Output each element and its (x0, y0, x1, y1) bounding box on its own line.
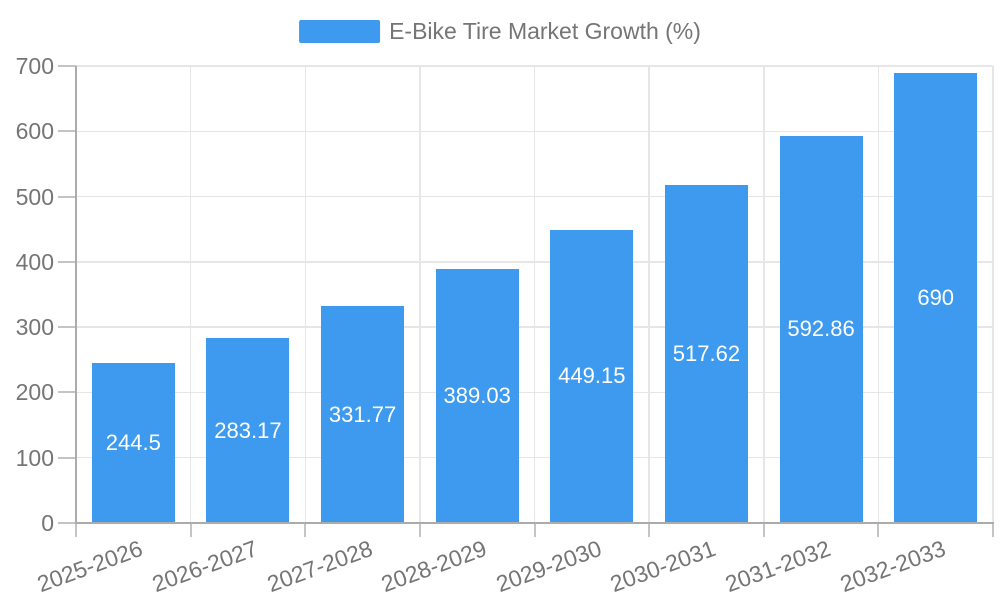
x-gridline (763, 66, 765, 523)
bar[interactable] (550, 229, 634, 522)
x-axis-label: 2026-2027 (148, 535, 261, 598)
bar[interactable] (894, 72, 978, 522)
y-axis-label: 500 (15, 183, 54, 210)
y-axis-tick (58, 130, 76, 133)
x-gridline (304, 66, 306, 523)
x-axis-label: 2028-2029 (377, 535, 491, 598)
y-axis-tick (58, 456, 76, 459)
y-axis-tick (58, 65, 76, 67)
y-axis-tick (58, 260, 76, 263)
x-axis-tick (877, 523, 880, 537)
bar[interactable] (321, 306, 405, 522)
legend-label: E-Bike Tire Market Growth (%) (389, 18, 701, 44)
x-axis-tick (75, 523, 77, 537)
x-axis-label: 2025-2026 (33, 535, 147, 598)
y-axis-label: 600 (15, 118, 54, 145)
legend-swatch-icon (299, 20, 381, 43)
bar[interactable] (206, 338, 290, 522)
bar[interactable] (435, 269, 519, 522)
x-axis-label: 2032-2033 (836, 535, 949, 598)
x-gridline (533, 66, 536, 523)
bar[interactable] (664, 185, 748, 522)
y-axis-label: 300 (15, 314, 54, 341)
bar[interactable] (91, 363, 175, 522)
y-axis-tick (58, 391, 76, 394)
y-axis-tick (58, 326, 76, 329)
x-axis-label: 2029-2030 (492, 535, 605, 598)
y-axis-label: 700 (15, 53, 54, 79)
x-gridline (648, 66, 650, 523)
x-axis-tick (992, 523, 994, 537)
x-axis-tick (533, 523, 536, 537)
x-gridline (189, 66, 192, 523)
legend-item[interactable]: E-Bike Tire Market Growth (%) (299, 18, 701, 45)
x-axis-tick (189, 523, 192, 537)
y-axis-label: 100 (15, 444, 54, 471)
x-gridline (419, 66, 421, 523)
y-axis-tick (58, 522, 76, 524)
y-axis-label: 400 (15, 248, 54, 275)
x-axis-line (75, 522, 994, 524)
x-axis-label: 2030-2031 (607, 535, 720, 598)
x-axis-label: 2031-2032 (721, 535, 834, 598)
x-gridline (877, 66, 880, 523)
bar[interactable] (779, 135, 863, 522)
x-axis-tick (418, 523, 421, 537)
x-axis-label: 2027-2028 (263, 535, 376, 598)
x-gridline (992, 66, 994, 523)
x-axis-tick (304, 523, 307, 537)
x-axis-tick (762, 523, 765, 537)
x-axis-tick (648, 523, 651, 537)
y-axis-line (75, 66, 77, 524)
y-axis-label: 200 (15, 379, 54, 406)
y-axis-label: 0 (41, 510, 54, 536)
y-axis-tick (58, 195, 76, 198)
